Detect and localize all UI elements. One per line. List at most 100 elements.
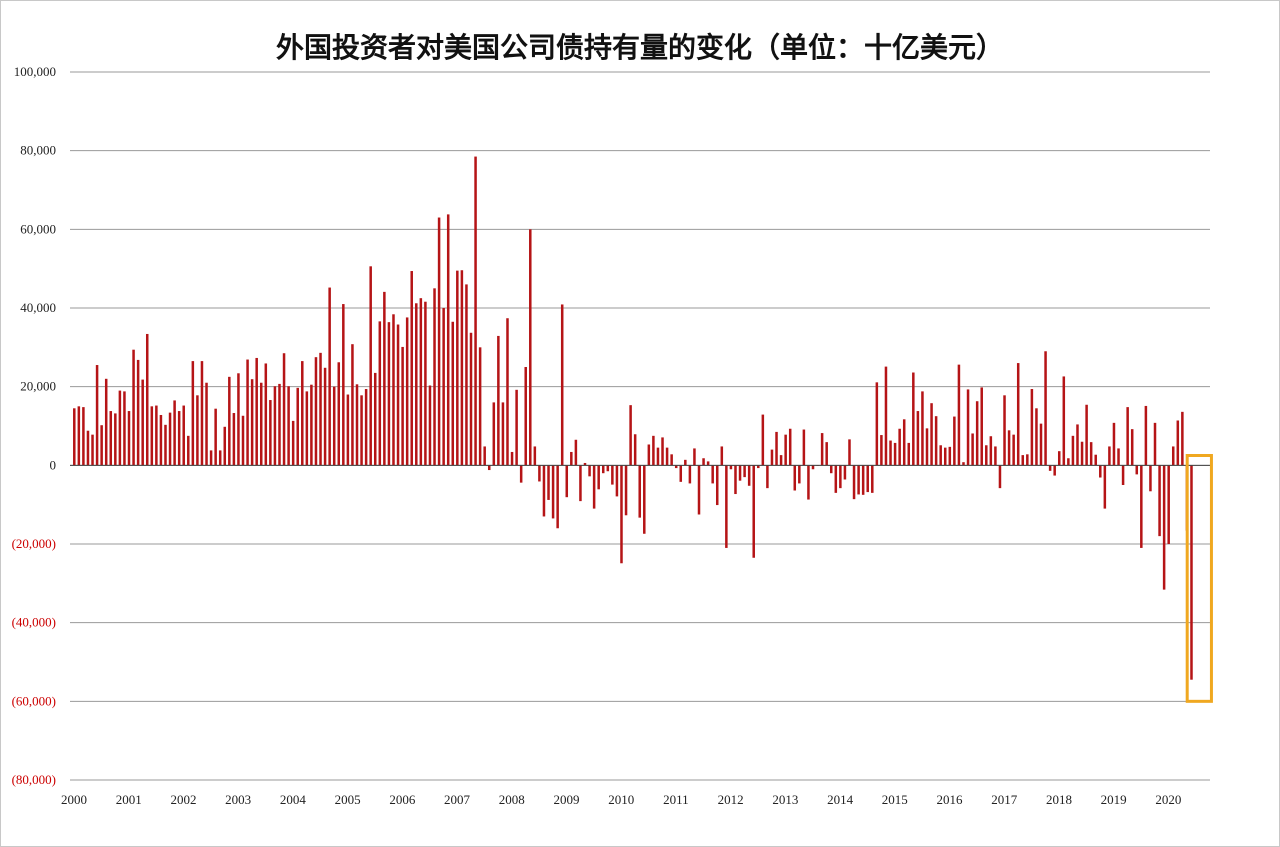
y-tick-label-3: 40,000 (20, 300, 56, 315)
bar-47 (287, 386, 290, 466)
bar-228 (1112, 422, 1116, 466)
bar-190 (939, 445, 942, 466)
bar-181 (898, 428, 901, 466)
x-tick-label-2006: 2006 (389, 792, 416, 807)
bar-241 (1171, 446, 1175, 466)
bar-225 (1099, 465, 1102, 478)
bar-36 (237, 373, 240, 466)
bar-232 (1130, 429, 1134, 466)
bar-102 (538, 465, 541, 482)
bar-41 (259, 382, 263, 466)
y-tick-label-5: 0 (50, 457, 57, 472)
x-tick-label-2004: 2004 (280, 792, 307, 807)
bar-198 (975, 401, 979, 466)
bar-68 (383, 291, 386, 466)
bar-127 (652, 435, 655, 466)
bar-5 (95, 365, 99, 466)
bar-217 (1062, 376, 1066, 466)
bar-238 (1158, 465, 1161, 537)
bar-115 (597, 465, 600, 490)
bar-59 (342, 304, 345, 466)
x-tick-label-2017: 2017 (991, 792, 1018, 807)
gridlines (70, 71, 1210, 781)
bar-91 (487, 465, 491, 471)
bar-164 (820, 433, 824, 466)
bar-29 (205, 382, 208, 466)
bar-121 (624, 465, 628, 516)
x-tick-label-2007: 2007 (444, 792, 471, 807)
bar-169 (843, 465, 847, 480)
bar-111 (579, 465, 582, 502)
bar-62 (355, 384, 359, 466)
bar-119 (615, 465, 619, 497)
bar-214 (1048, 465, 1052, 471)
bar-84 (456, 270, 459, 466)
bar-154 (775, 431, 778, 466)
bar-3 (86, 430, 90, 466)
bar-180 (893, 442, 897, 466)
bar-7 (104, 378, 108, 466)
x-tick-label-2001: 2001 (116, 792, 142, 807)
bar-18 (155, 405, 158, 466)
bar-144 (729, 465, 733, 470)
bar-30 (209, 450, 213, 466)
bar-153 (770, 449, 774, 466)
bar-209 (1026, 454, 1029, 466)
bar-178 (884, 366, 888, 466)
bar-184 (912, 372, 915, 466)
bar-183 (907, 442, 911, 466)
x-tick-label-2020: 2020 (1155, 792, 1181, 807)
bar-34 (228, 376, 231, 466)
bar-166 (829, 465, 833, 474)
bar-78 (428, 385, 432, 466)
bar-129 (661, 437, 664, 466)
bar-100 (529, 229, 532, 466)
bar-9 (114, 413, 117, 466)
bar-158 (793, 465, 797, 491)
bar-204 (1003, 395, 1006, 466)
bar-74 (410, 271, 413, 466)
bar-224 (1094, 454, 1097, 466)
bar-104 (547, 465, 550, 500)
chart-title: 外国投资者对美国公司债持有量的变化（单位：十亿美元） (275, 31, 1004, 64)
bar-8 (109, 411, 113, 466)
bar-152 (766, 465, 769, 489)
bar-188 (930, 403, 933, 466)
bar-86 (465, 284, 468, 466)
bar-65 (369, 266, 372, 466)
bar-20 (164, 424, 167, 466)
bar-69 (387, 322, 391, 466)
x-tick-label-2010: 2010 (608, 792, 634, 807)
bar-218 (1067, 458, 1070, 466)
bar-156 (784, 434, 787, 466)
y-tick-label-6: (20,000) (12, 536, 56, 551)
y-tick-label-7: (40,000) (12, 615, 56, 630)
y-tick-label-0: 100,000 (14, 64, 56, 79)
bar-219 (1071, 435, 1075, 466)
bar-151 (761, 414, 765, 466)
bar-112 (583, 462, 587, 466)
bar-197 (971, 433, 974, 466)
bar-25 (187, 435, 190, 466)
bar-6 (100, 425, 103, 466)
bar-231 (1126, 407, 1129, 466)
bar-48 (291, 420, 295, 466)
bar-67 (378, 321, 382, 466)
bar-215 (1053, 465, 1056, 476)
bar-167 (834, 465, 838, 493)
bar-61 (351, 344, 354, 466)
bar-136 (693, 448, 696, 466)
bar-52 (310, 384, 313, 466)
bar-13 (132, 349, 135, 466)
bar-92 (492, 402, 496, 466)
bar-162 (811, 465, 815, 470)
bar-108 (565, 465, 569, 498)
bar-220 (1076, 424, 1079, 466)
bar-32 (218, 450, 222, 466)
bar-202 (994, 446, 997, 466)
bar-107 (560, 304, 564, 466)
x-tick-label-2019: 2019 (1101, 792, 1127, 807)
bar-97 (515, 389, 518, 466)
bar-191 (943, 447, 947, 466)
bar-26 (191, 361, 195, 466)
